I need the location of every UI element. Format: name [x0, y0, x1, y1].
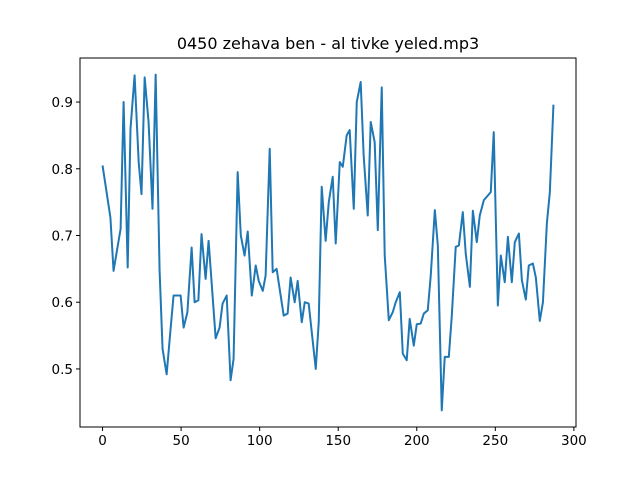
y-tick-label: 0.7	[52, 228, 73, 244]
y-tick-label: 0.6	[52, 295, 73, 311]
chart-title: 0450 zehava ben - al tivke yeled.mp3	[177, 34, 479, 53]
x-tick-label: 50	[173, 433, 190, 449]
x-tick-label: 150	[325, 433, 351, 449]
y-tick-label: 0.5	[52, 362, 73, 378]
axes-frame	[79, 57, 577, 428]
y-tick-label: 0.8	[52, 162, 73, 178]
x-tick-label: 0	[98, 433, 107, 449]
x-tick-label: 300	[561, 433, 587, 449]
data-line	[101, 73, 555, 412]
x-tick-label: 250	[482, 433, 508, 449]
x-tick-label: 100	[247, 433, 273, 449]
x-tick-label: 200	[404, 433, 430, 449]
y-tick-label: 0.9	[52, 95, 73, 111]
